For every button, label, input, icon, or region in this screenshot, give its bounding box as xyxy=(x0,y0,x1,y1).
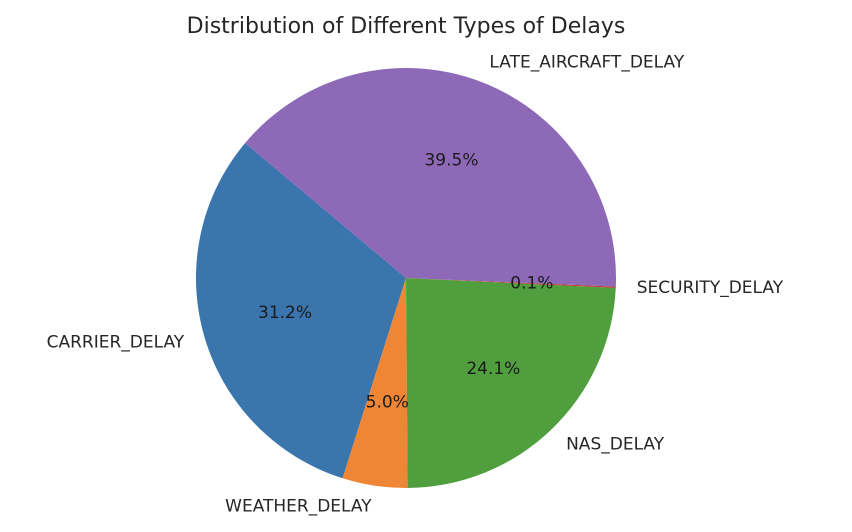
pie-labels: CARRIER_DELAY 31.2% WEATHER_DELAY 5.0% NAS_D… xyxy=(47,53,784,517)
percent-label-nas-delay: 24.1% xyxy=(466,359,520,379)
category-label-late-aircraft-delay: LATE_AIRCRAFT_DELAY xyxy=(489,53,684,73)
percent-label-weather-delay: 5.0% xyxy=(366,393,409,413)
category-label-nas-delay: NAS_DELAY xyxy=(566,435,665,455)
percent-label-security-delay: 0.1% xyxy=(510,274,553,294)
pie-slice-carrier-delay xyxy=(195,143,406,479)
category-label-carrier-delay: CARRIER_DELAY xyxy=(47,333,185,353)
pie-slices xyxy=(195,68,616,488)
percent-label-late-aircraft-delay: 39.5% xyxy=(424,151,478,171)
category-label-weather-delay: WEATHER_DELAY xyxy=(225,496,372,516)
chart-title: Distribution of Different Types of Delay… xyxy=(187,14,626,39)
percent-label-carrier-delay: 31.2% xyxy=(258,303,312,323)
pie-slice-late-aircraft-delay xyxy=(245,68,616,287)
pie-slice-weather-delay xyxy=(342,278,408,488)
category-label-security-delay: SECURITY_DELAY xyxy=(637,278,784,298)
pie-slice-security-delay xyxy=(406,278,616,288)
pie-slice-nas-delay xyxy=(406,278,616,488)
